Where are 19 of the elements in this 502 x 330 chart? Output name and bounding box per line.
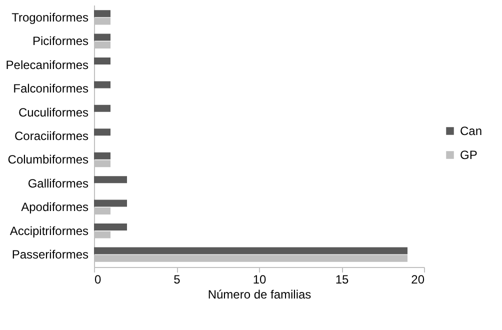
y-tick-label: Columbiformes [8,152,88,167]
x-tick-label: 10 [252,272,266,286]
x-tick-label: 20 [411,272,425,286]
legend-label: GP [460,148,478,162]
y-tick-label: Piciformes [32,34,88,48]
x-tick-label: 5 [174,272,181,286]
y-tick-label: Apodiformes [21,200,88,214]
y-tick-label: Trogoniformes [12,10,88,24]
y-tick-label: Pelecaniformes [6,58,88,72]
x-tick-label: 15 [335,272,349,286]
y-tick-label: Cuculiformes [18,105,88,120]
y-tick-label: Passeriformes [12,248,88,262]
x-tick-label: 0 [94,272,102,286]
y-tick-label: Coraciiformes [14,129,88,143]
legend-label: Can [460,124,482,138]
y-tick-label: Accipitriformes [10,224,88,238]
y-tick-label: Galliformes [28,176,88,190]
x-axis-title: Número de familias [208,288,312,302]
y-tick-label: Falconiformes [13,82,88,96]
